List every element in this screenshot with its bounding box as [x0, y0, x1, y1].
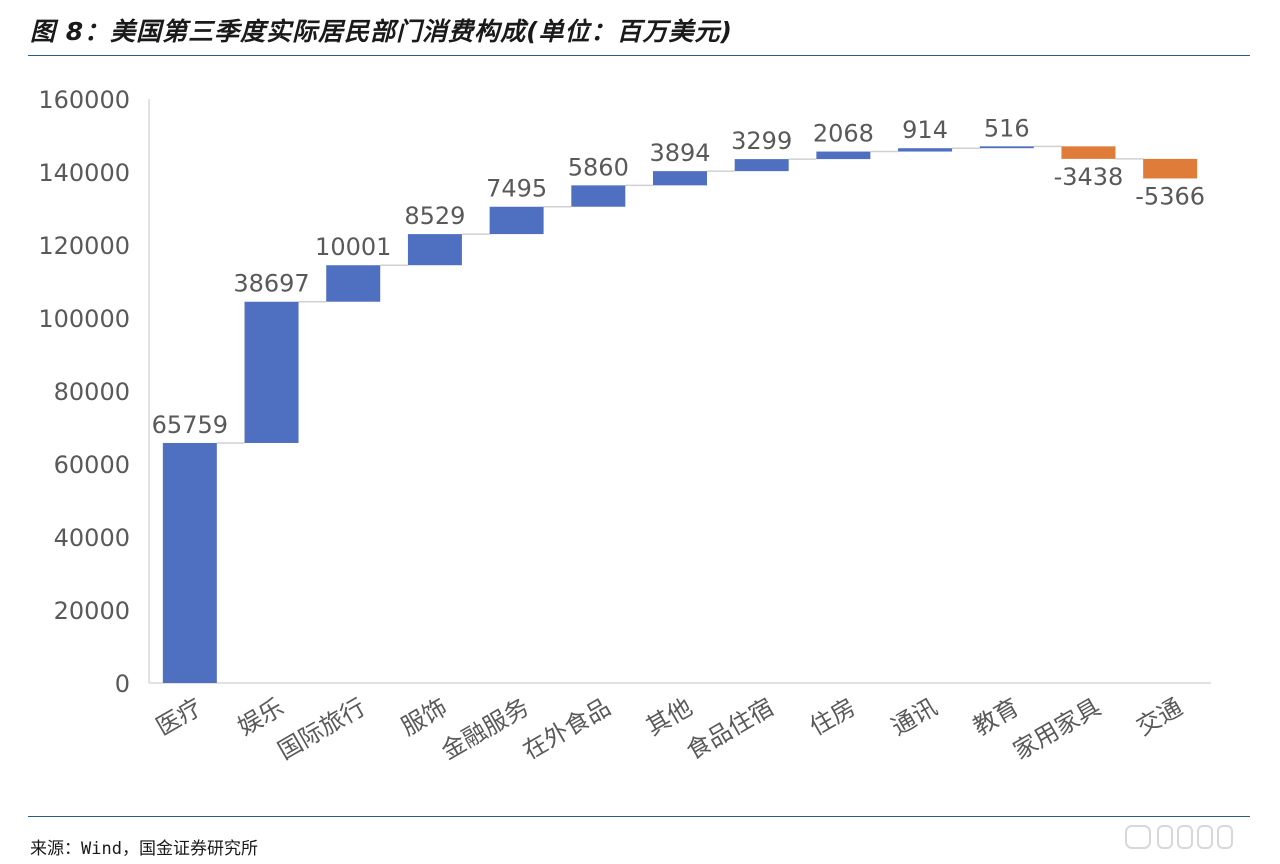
- bar-教育: [979, 146, 1034, 149]
- data-label: 3894: [649, 139, 710, 167]
- data-label: 10001: [315, 233, 391, 261]
- category-label: 医疗: [151, 693, 207, 741]
- waterfall-chart: 0 20000 40000 60000 80000 100000 120000 140000 1…: [38, 86, 1211, 765]
- y-tick-label: 0: [115, 670, 130, 698]
- data-label: 38697: [233, 270, 309, 298]
- bar-国际旅行: [326, 265, 381, 302]
- data-label: 914: [902, 116, 948, 144]
- data-label: 2068: [813, 120, 874, 148]
- category-label: 服饰: [396, 693, 452, 741]
- bars: [162, 146, 1198, 683]
- bar-金融服务: [489, 206, 544, 235]
- data-label: -5366: [1135, 182, 1205, 210]
- y-tick-label: 100000: [38, 305, 130, 333]
- category-label: 通讯: [887, 693, 943, 741]
- y-tick-label: 20000: [54, 597, 130, 625]
- bar-住房: [816, 151, 871, 160]
- category-label: 住房: [805, 693, 861, 741]
- watermark-logo: [1125, 825, 1233, 849]
- bar-娱乐: [244, 301, 299, 443]
- category-label: 金融服务: [436, 693, 533, 765]
- bar-其他: [653, 171, 707, 186]
- y-tick-label: 60000: [54, 451, 130, 479]
- category-label: 国际旅行: [273, 693, 370, 765]
- data-label: 65759: [152, 411, 228, 439]
- y-tick-label: 40000: [54, 524, 130, 552]
- data-label: 8529: [404, 202, 465, 230]
- y-tick-label: 80000: [54, 378, 130, 406]
- category-label: 其他: [641, 693, 697, 741]
- category-label: 教育: [968, 693, 1024, 741]
- bar-医疗: [162, 442, 217, 683]
- connector-lines: [216, 145, 1144, 444]
- y-axis: 0 20000 40000 60000 80000 100000 120000 140000 1…: [38, 86, 150, 698]
- category-label: 家用家具: [1008, 693, 1105, 765]
- category-label: 交通: [1132, 693, 1188, 741]
- category-label: 在外食品: [518, 693, 615, 765]
- chart-title: 图 8：美国第三季度实际居民部门消费构成(单位：百万美元): [30, 17, 733, 46]
- y-tick-label: 120000: [38, 232, 130, 260]
- category-label: 食品住宿: [682, 693, 779, 765]
- bar-交通: [1143, 158, 1198, 179]
- bar-在外食品: [571, 185, 626, 207]
- category-label: 娱乐: [233, 693, 289, 741]
- bar-服饰: [407, 234, 462, 266]
- y-tick-label: 140000: [38, 159, 130, 187]
- bar-通讯: [898, 148, 953, 152]
- source-note: 来源：Wind，国金证券研究所: [30, 839, 258, 859]
- title-divider: [28, 55, 1250, 56]
- data-label: -3438: [1054, 163, 1124, 191]
- data-label: 7495: [486, 175, 547, 203]
- data-label: 5860: [568, 153, 629, 181]
- data-label: 3299: [731, 127, 792, 155]
- footer-divider: [28, 816, 1250, 817]
- bar-家用家具: [1061, 146, 1116, 159]
- y-tick-label: 160000: [38, 86, 130, 114]
- bar-食品住宿: [734, 159, 789, 172]
- data-label: 516: [984, 114, 1030, 142]
